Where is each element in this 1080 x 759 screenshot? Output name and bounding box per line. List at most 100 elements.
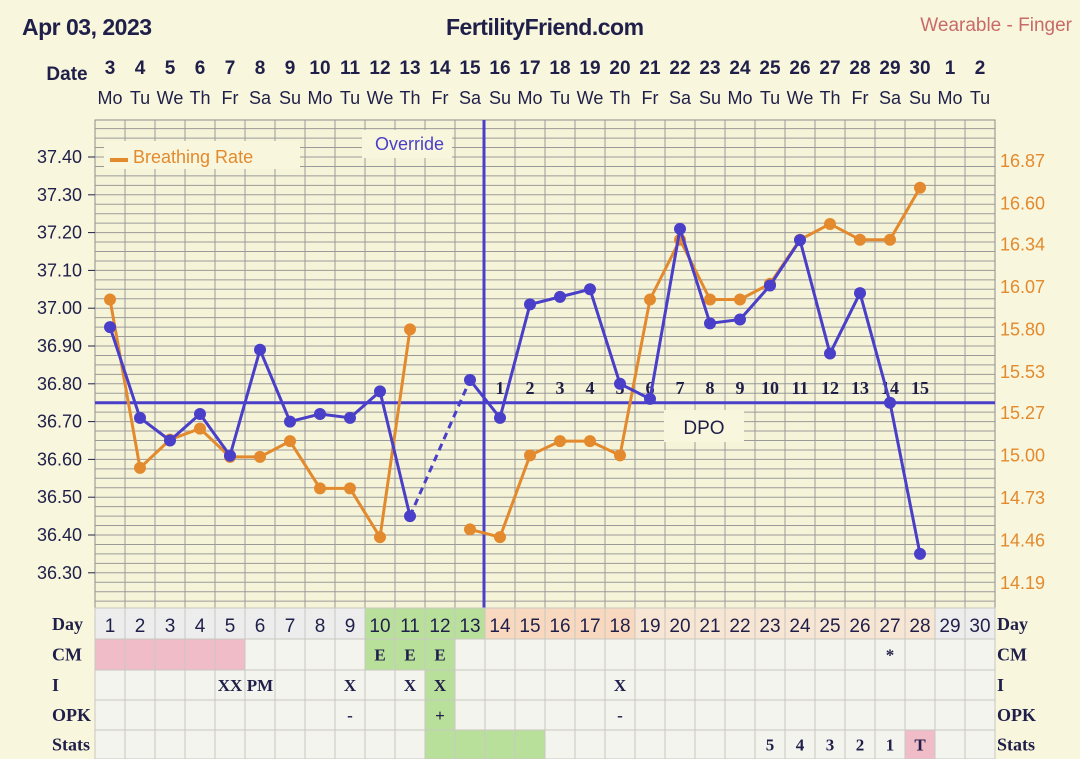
weekday-label: Su <box>909 88 931 108</box>
temperature-point[interactable] <box>554 290 566 303</box>
table-cell <box>634 699 666 731</box>
table-cell-value: - <box>347 706 353 725</box>
row-label-i: I <box>52 675 59 695</box>
temperature-point[interactable] <box>404 510 416 523</box>
temperature-point[interactable] <box>644 392 656 405</box>
temperature-point[interactable] <box>824 347 836 360</box>
weekday-label: Sa <box>879 88 902 108</box>
temperature-point[interactable] <box>374 385 386 398</box>
weekday-label: Th <box>819 88 840 108</box>
table-cell <box>154 699 186 731</box>
breathing-rate-point[interactable] <box>614 449 626 462</box>
y-tick-label-left: 37.20 <box>37 223 82 243</box>
row-label-day-right: Day <box>997 614 1028 634</box>
day-number: 25 <box>819 616 840 637</box>
dpo-number: 6 <box>646 378 655 398</box>
temperature-point[interactable] <box>134 411 146 424</box>
table-cell <box>244 729 276 759</box>
temperature-point[interactable] <box>914 547 926 560</box>
day-number: 26 <box>849 616 870 637</box>
breathing-rate-point[interactable] <box>734 293 746 306</box>
table-cell <box>334 699 366 731</box>
dpo-number: 9 <box>736 378 745 398</box>
breathing-rate-point[interactable] <box>374 531 386 544</box>
day-number: 23 <box>759 616 780 637</box>
breathing-rate-point[interactable] <box>254 450 266 463</box>
breathing-rate-point[interactable] <box>854 233 866 246</box>
breathing-rate-point[interactable] <box>284 435 296 448</box>
weekday-label: Tu <box>970 88 990 108</box>
temperature-point[interactable] <box>764 279 776 292</box>
table-cell <box>814 638 846 671</box>
table-cell <box>424 638 456 671</box>
weekday-label: Mo <box>307 88 332 108</box>
day-number: 19 <box>639 616 660 637</box>
temperature-point[interactable] <box>854 287 866 300</box>
row-label-i-right: I <box>997 675 1004 695</box>
table-cell <box>154 669 186 701</box>
table-cell <box>814 699 846 731</box>
temperature-point[interactable] <box>284 415 296 428</box>
weekday-label: Mo <box>97 88 122 108</box>
table-cell <box>754 699 786 731</box>
y-tick-label-right: 16.07 <box>1000 277 1045 297</box>
table-cell <box>724 638 756 671</box>
temperature-point[interactable] <box>464 374 476 387</box>
table-cell <box>514 638 546 671</box>
temperature-point[interactable] <box>734 313 746 326</box>
breathing-rate-point[interactable] <box>404 323 416 336</box>
temperature-point[interactable] <box>674 222 686 235</box>
weekday-label: Su <box>699 88 721 108</box>
temperature-line-segment <box>169 412 201 442</box>
weekday-label: Mo <box>517 88 542 108</box>
temperature-point[interactable] <box>164 434 176 447</box>
table-cell <box>94 669 126 701</box>
temperature-point[interactable] <box>254 343 266 356</box>
site-title[interactable]: FertilityFriend.com <box>446 14 644 40</box>
breathing-rate-point[interactable] <box>134 461 146 474</box>
temperature-point[interactable] <box>104 321 116 334</box>
breathing-rate-point[interactable] <box>554 435 566 448</box>
temperature-point[interactable] <box>704 317 716 330</box>
breathing-rate-point[interactable] <box>644 293 656 306</box>
table-cell <box>514 729 546 759</box>
table-cell <box>754 638 786 671</box>
temperature-point[interactable] <box>494 411 506 424</box>
breathing-rate-point[interactable] <box>824 217 836 230</box>
weekday-label: Th <box>609 88 630 108</box>
day-number: 24 <box>789 616 811 637</box>
breathing-rate-point[interactable] <box>104 293 116 306</box>
temperature-point[interactable] <box>224 449 236 462</box>
breathing-rate-point[interactable] <box>194 422 206 435</box>
breathing-rate-point[interactable] <box>704 293 716 306</box>
temperature-point[interactable] <box>194 408 206 421</box>
date-number: 12 <box>369 58 390 79</box>
breathing-rate-point[interactable] <box>524 449 536 462</box>
table-cell-value: - <box>617 706 623 725</box>
temperature-point[interactable] <box>524 298 536 311</box>
breathing-rate-point[interactable] <box>584 435 596 448</box>
table-cell <box>454 699 486 731</box>
breathing-rate-point[interactable] <box>914 181 926 194</box>
table-cell <box>274 607 306 640</box>
table-cell-value: PM <box>247 676 273 695</box>
breathing-rate-point[interactable] <box>314 482 326 495</box>
chart-date: Apr 03, 2023 <box>22 14 152 40</box>
breathing-rate-point[interactable] <box>494 531 506 544</box>
temperature-point[interactable] <box>344 411 356 424</box>
temperature-point[interactable] <box>314 408 326 421</box>
breathing-rate-point[interactable] <box>344 482 356 495</box>
date-row-label: Date <box>46 64 87 85</box>
weekday-label: Fr <box>222 88 239 108</box>
temperature-point[interactable] <box>584 283 596 296</box>
y-tick-label-right: 16.34 <box>1000 234 1045 254</box>
breathing-rate-point[interactable] <box>884 233 896 246</box>
table-cell <box>604 607 636 640</box>
temperature-line-segment <box>108 326 142 419</box>
day-number: 30 <box>969 616 990 637</box>
breathing-rate-point[interactable] <box>464 523 476 536</box>
temperature-point[interactable] <box>614 377 626 390</box>
temperature-point[interactable] <box>884 396 896 409</box>
temperature-point[interactable] <box>794 234 806 247</box>
table-cell <box>814 669 846 701</box>
